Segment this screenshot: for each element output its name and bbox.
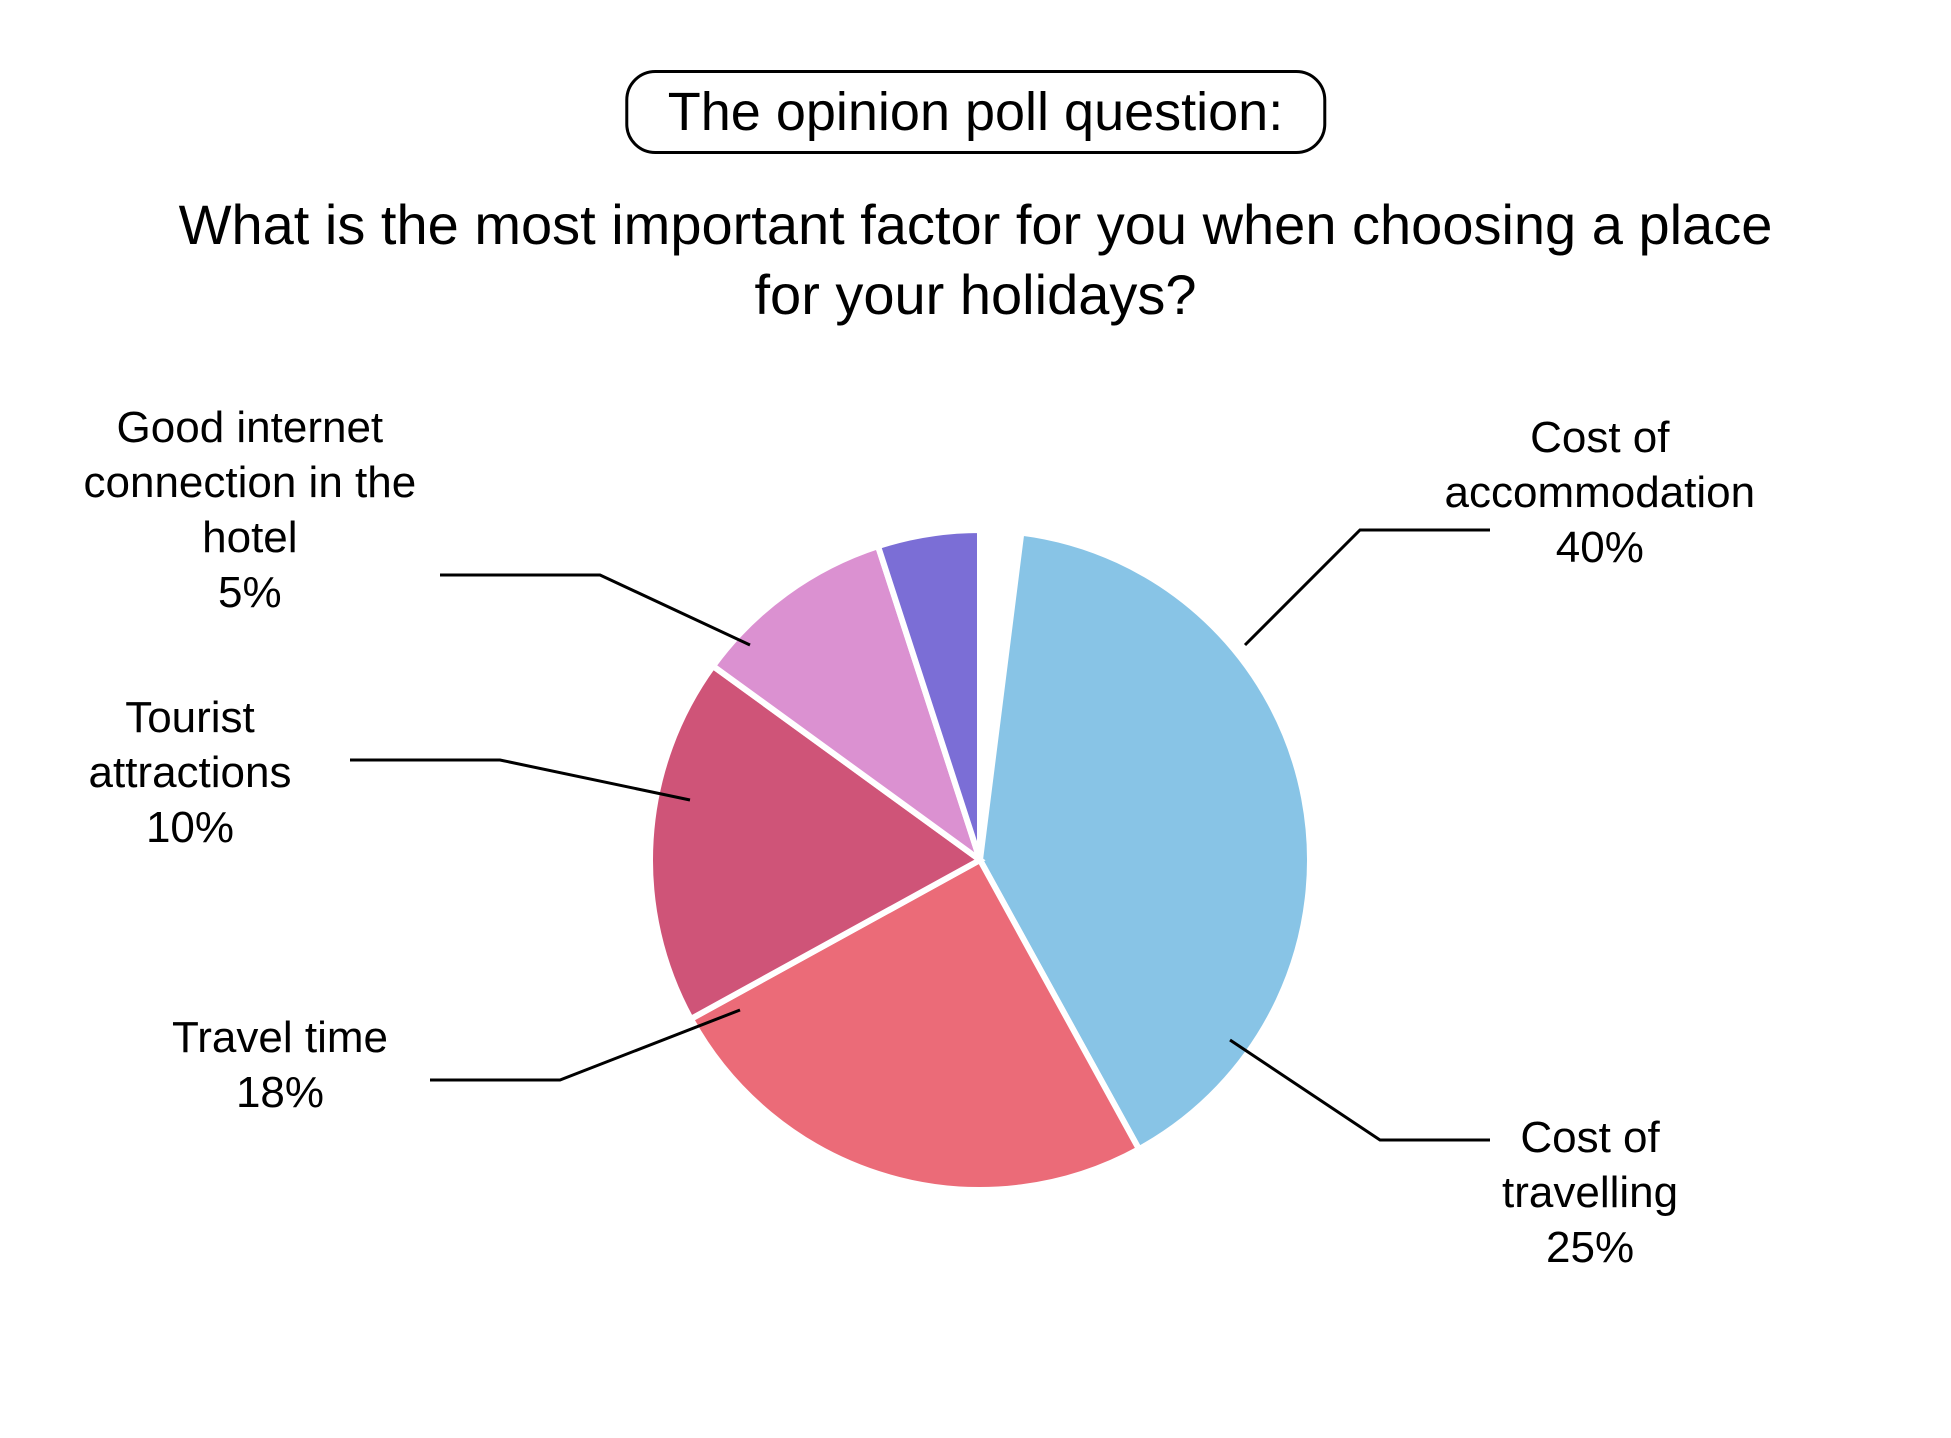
page: The opinion poll question: What is the m… bbox=[0, 0, 1951, 1438]
slice-label-internet: Good internetconnection in thehotel5% bbox=[84, 400, 417, 620]
title-box: The opinion poll question: bbox=[625, 70, 1326, 154]
leader-line-internet bbox=[440, 575, 750, 645]
pie-chart-container: Cost ofaccommodation40% Cost oftravelling… bbox=[0, 370, 1951, 1370]
leader-line-travelling bbox=[1230, 1040, 1490, 1140]
subtitle-text: What is the most important factor for yo… bbox=[179, 193, 1773, 326]
leader-line-attractions bbox=[350, 760, 690, 800]
subtitle: What is the most important factor for yo… bbox=[176, 190, 1776, 330]
slice-label-travel_time: Travel time18% bbox=[172, 1010, 388, 1120]
slice-label-travelling: Cost oftravelling25% bbox=[1502, 1110, 1678, 1275]
slice-label-attractions: Touristattractions10% bbox=[89, 690, 292, 855]
slice-label-accommodation: Cost ofaccommodation40% bbox=[1445, 410, 1756, 575]
title-text: The opinion poll question: bbox=[668, 82, 1283, 142]
